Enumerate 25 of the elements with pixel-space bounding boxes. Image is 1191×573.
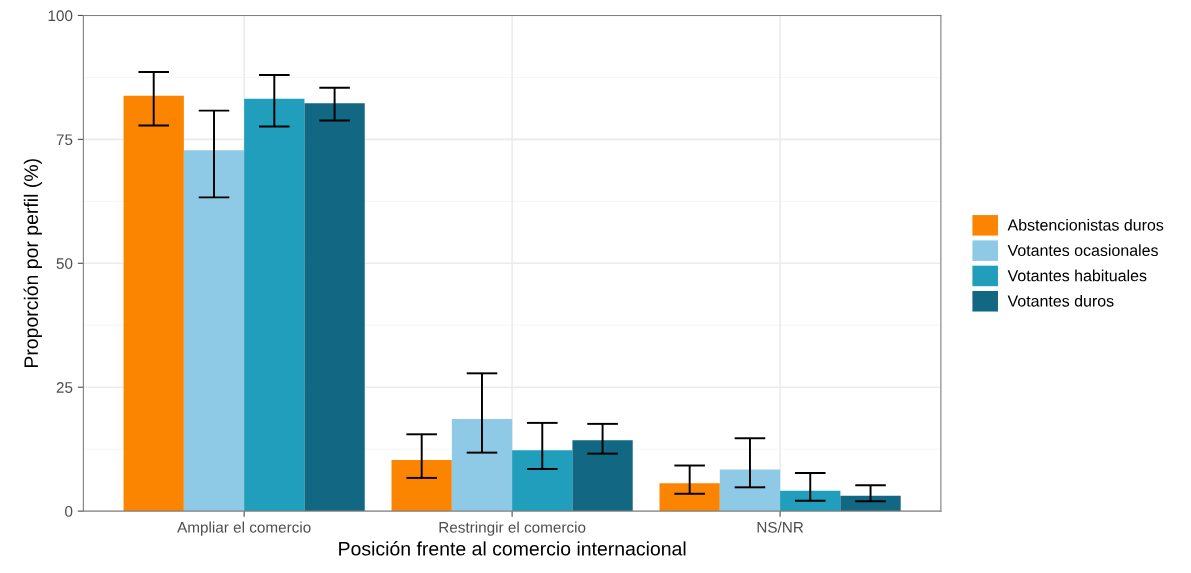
bar xyxy=(304,103,365,512)
x-axis-title: Posición frente al comercio internacional xyxy=(339,541,686,556)
bar xyxy=(183,150,245,512)
bar xyxy=(780,490,841,512)
bar xyxy=(719,469,781,512)
legend-label: Votantes ocasionales xyxy=(1007,244,1158,257)
legend-label: Abstencionistas duros xyxy=(1007,218,1164,231)
x-tick-label: Ampliar el comercio xyxy=(177,521,311,536)
legend-label: Votantes duros xyxy=(1007,294,1114,307)
bar xyxy=(512,450,573,512)
x-tick-label: Restringir el comercio xyxy=(439,521,586,536)
bar xyxy=(572,440,633,512)
legend-label: Votantes habituales xyxy=(1007,269,1147,282)
y-tick-label: 0 xyxy=(65,505,73,517)
y-axis-title: Proporción por perfil (%) xyxy=(23,159,42,368)
y-tick-label: 100 xyxy=(48,10,73,22)
bar xyxy=(123,95,184,512)
bar xyxy=(659,483,720,512)
y-tick-label: 75 xyxy=(56,134,73,146)
x-tick-label: NS/NR xyxy=(757,521,804,533)
y-tick-label: 50 xyxy=(56,258,73,269)
y-tick-label: 25 xyxy=(56,382,73,393)
bar xyxy=(244,98,305,512)
bar xyxy=(391,460,452,512)
bar xyxy=(451,418,513,512)
